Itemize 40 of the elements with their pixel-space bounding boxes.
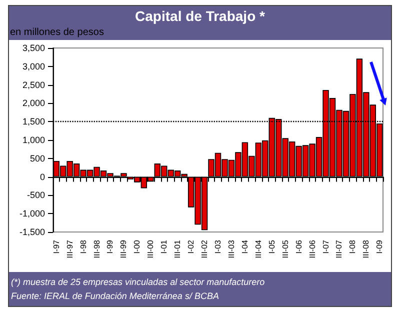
x-tick-label: III-05 bbox=[280, 239, 290, 258]
x-tick-label: I-08 bbox=[348, 239, 358, 254]
y-tick-label: 1,500 bbox=[22, 116, 45, 127]
x-tick-label: III-06 bbox=[308, 239, 317, 258]
y-tick-label: 2,500 bbox=[22, 80, 45, 90]
x-tick-label: I-97 bbox=[52, 239, 61, 254]
x-tick-label: I-09 bbox=[375, 239, 384, 254]
x-tick-label: I-07 bbox=[321, 239, 330, 254]
source-note: Fuente: IERAL de Fundación Mediterránea s/ BCBA bbox=[11, 290, 220, 303]
x-tick-label: III-01 bbox=[173, 239, 182, 258]
chart-subtitle: en millones de pesos bbox=[10, 27, 104, 38]
x-tick-label: I-06 bbox=[294, 239, 304, 254]
y-tick-label: -1,500 bbox=[19, 227, 45, 237]
x-tick-label: III-07 bbox=[334, 239, 344, 258]
x-tick-label: I-99 bbox=[106, 239, 115, 254]
text: (*) muestra de 25 empresas vinculadas al sector manufacturero bbox=[11, 276, 265, 289]
x-tick-label: III-08 bbox=[362, 239, 371, 258]
y-tick-label: -1,000 bbox=[19, 208, 45, 219]
x-tick-label: III-99 bbox=[119, 239, 128, 258]
x-tick-label: III-97 bbox=[65, 239, 74, 258]
y-tick-label: 1,000 bbox=[22, 135, 45, 145]
x-tick-label: I-03 bbox=[214, 239, 222, 254]
x-tick-label: I-00 bbox=[132, 239, 142, 254]
chart-title: Capital de Trabajo * bbox=[134, 8, 266, 24]
y-tick-label: 3,500 bbox=[22, 43, 45, 53]
x-tick-label: I-02 bbox=[186, 239, 196, 254]
x-tick-label: III-00 bbox=[146, 239, 156, 258]
x-tick-label: III-03 bbox=[226, 239, 236, 258]
x-tick-label: I-98 bbox=[78, 239, 88, 254]
x-tick-label: III-02 bbox=[200, 239, 210, 258]
x-tick-label: I-05 bbox=[267, 239, 276, 254]
y-tick-label: 3,000 bbox=[22, 61, 45, 72]
y-tick-label: 500 bbox=[30, 153, 45, 164]
x-tick-label: I-04 bbox=[240, 239, 250, 254]
x-tick-label: I-01 bbox=[160, 239, 169, 254]
x-tick-label: III-04 bbox=[254, 239, 263, 258]
y-tick-label: 0 bbox=[40, 172, 45, 182]
y-tick-label: 2,000 bbox=[22, 98, 45, 108]
x-tick-label: III-98 bbox=[92, 239, 102, 258]
y-tick-label: -500 bbox=[26, 190, 45, 200]
